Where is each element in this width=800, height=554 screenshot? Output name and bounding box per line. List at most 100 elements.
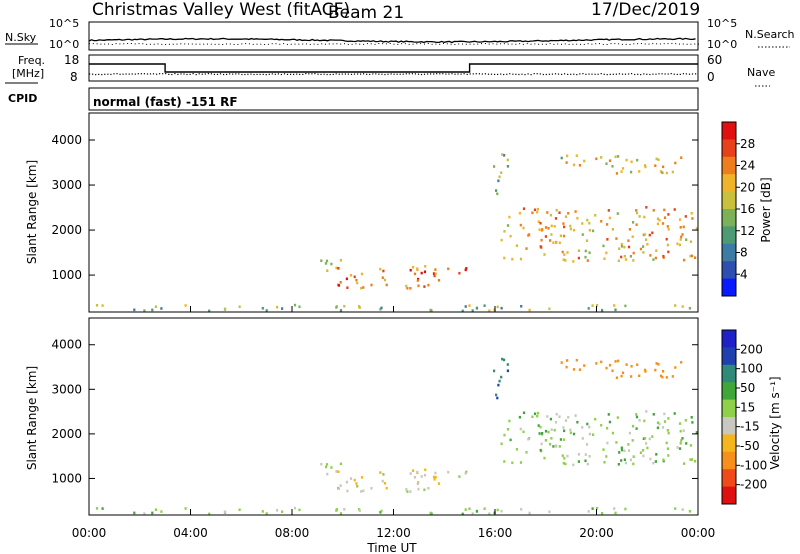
noise-search-dot [538,43,540,45]
noise-right-tick-top: 10^5 [707,17,737,30]
power-cell [616,212,619,215]
power-cell [281,307,284,310]
velocity-cell [667,454,670,457]
velocity-cell [681,508,684,511]
nave-dot [323,73,325,75]
velocity-cell [632,424,635,428]
nave-dot [405,73,407,75]
velocity-cell [385,486,388,490]
velocity-cell [608,420,611,424]
colorbar-cell [722,139,736,158]
velocity-cell [518,415,521,419]
nave-dot [232,73,234,75]
velocity-cell [574,414,577,417]
power-cell [151,308,154,312]
power-cell [335,306,338,309]
velocity-cell [154,508,157,511]
colorbar-cell [722,209,736,227]
noise-search-dot [161,43,163,45]
noise-search-dot [100,43,102,45]
x-tick-label: 04:00 [173,526,208,540]
x-tick-label: 16:00 [478,526,513,540]
nave-dot [691,73,694,75]
nave-dot [271,73,273,75]
velocity-cell [553,428,556,432]
power-cell [600,220,603,223]
nave-dot [460,73,462,75]
noise-sky-label: N.Sky [5,31,37,44]
velocity-cell [541,432,544,435]
velocity-cell [330,466,333,469]
velocity-cell [630,375,633,378]
power-cell [552,241,555,244]
nave-dot [159,73,161,75]
noise-search-dot [671,43,673,44]
noise-search-dot [226,43,227,45]
nave-dot [445,73,447,75]
nave-dot [326,73,328,76]
power-cell [635,211,639,215]
power-cell [417,284,420,288]
velocity-cell [565,365,568,369]
power-cell [661,222,665,225]
noise-search-dot [633,43,635,45]
velocity-cell [646,446,649,450]
noise-search-dot [363,43,365,45]
velocity-cell [577,460,580,463]
noise-search-dot [279,43,281,45]
power-cell [605,251,608,255]
colorbar-label: -200 [740,478,767,492]
power-cell [564,215,568,218]
noise-search-dot [591,43,593,45]
nave-dot [631,73,633,75]
velocity-cell [339,512,343,515]
power-cell [688,307,691,310]
velocity-cell [654,368,657,372]
velocity-cell [500,442,503,446]
nave-dot [137,73,139,75]
nave-dot [436,73,438,75]
power-cell [509,234,512,238]
nave-dot [128,73,130,75]
power-cell [339,281,342,284]
power-cell [588,229,591,232]
noise-search-dot [404,43,406,45]
nave-dot [567,73,569,75]
power-cell [574,210,577,213]
nave-dot [521,73,523,75]
noise-search-dot [111,44,113,45]
nave-dot [661,73,663,75]
power-cell [154,305,157,308]
power-cell [656,222,659,226]
power-cell [360,286,363,290]
beam-label: Beam 21 [328,3,404,23]
x-tick-label: 12:00 [376,526,411,540]
velocity-cell [370,487,373,490]
power-cell [379,308,382,311]
velocity-cell [632,455,635,458]
colorbar-cell [722,364,736,383]
velocity-cell [620,459,623,462]
power-cell [611,228,614,231]
noise-search-dot [534,43,536,45]
nave-dot [634,73,636,76]
velocity-cell [639,451,642,454]
power-cell [339,259,342,262]
power-cell [627,245,631,249]
power-cell [434,268,437,271]
power-cell [654,164,657,167]
nave-dot [591,73,593,75]
nave-dot [143,73,145,75]
cpid-panel-frame [88,87,699,111]
power-cell [498,175,501,179]
velocity-cell [560,361,563,364]
power-cell [562,222,565,225]
power-cell [533,208,537,212]
velocity-cell [562,438,566,441]
nave-dot [390,73,392,75]
noise-search-dot [157,43,159,45]
velocity-cell [611,369,614,373]
velocity-cell [224,510,227,514]
nave-dot [235,73,237,75]
noise-search-dot [214,43,216,45]
